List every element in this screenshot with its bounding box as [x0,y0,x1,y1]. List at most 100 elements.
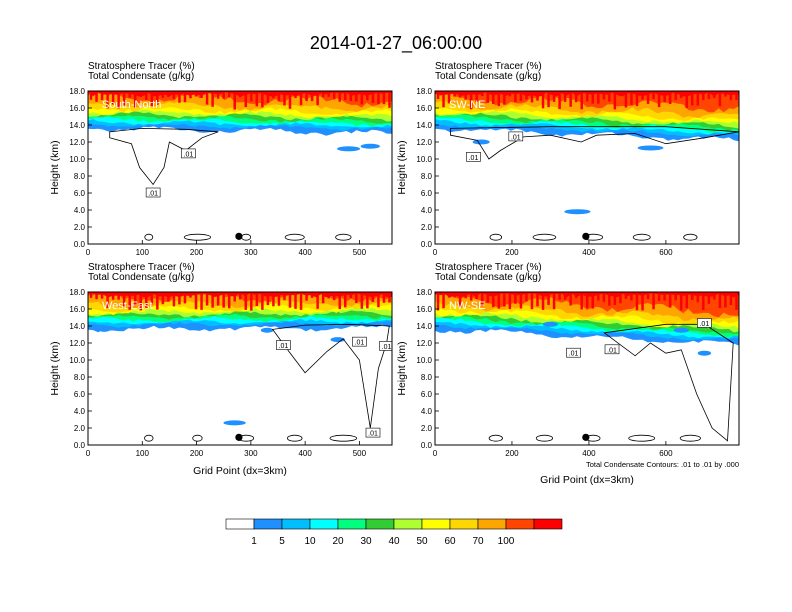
tracer-spike [458,292,462,309]
tracer-spike [332,91,336,100]
location-marker [235,433,243,441]
tracer-spike [508,91,512,97]
tracer-patch [542,321,559,327]
colorbar-swatch [449,518,479,530]
x-tick-label: 100 [136,449,150,458]
tracer-spike [458,91,462,98]
surface-contour [488,434,503,442]
tracer-spike [530,292,534,310]
tracer-spike [106,292,109,309]
tracer-spike [464,292,467,299]
tracer-spike [574,292,578,299]
tracer-spike [89,292,93,298]
tracer-spike [189,292,192,298]
tracer-spike [613,91,617,110]
condensate-contour [450,126,739,160]
tracer-spike [294,91,297,98]
tracer-spike [178,292,181,305]
tracer-spike [194,91,198,97]
panel-nw-se: Stratosphere Tracer (%)Total Condensate … [396,262,740,486]
tracer-spike [216,292,220,306]
tracer-spike [321,91,325,98]
y-tick-label: 2.0 [74,424,86,433]
panel-header-line: Total Condensate (g/kg) [88,272,194,283]
tracer-spike [145,292,148,309]
tracer-spike [100,292,104,299]
tracer-spike [541,91,545,109]
y-tick-label: 2.0 [74,223,86,232]
y-tick-label: 12.0 [416,138,432,147]
tracer-spike [239,292,242,300]
tracer-spike [100,91,104,101]
y-tick-label: 10.0 [416,155,432,164]
tracer-spike [613,292,617,305]
tracer-patch [260,327,274,333]
x-tick-label: 400 [298,449,312,458]
field-layer: .01 .01 .01 .01 [88,292,392,442]
panel-header-line: Total Condensate (g/kg) [88,71,194,82]
y-tick-label: 10.0 [69,356,85,365]
tracer-spike [95,91,98,102]
tracer-spike [277,292,281,306]
tracer-spike [377,292,380,308]
x-tick-label: 500 [353,449,367,458]
y-tick-label: 4.0 [74,407,86,416]
tracer-spike [674,91,677,101]
x-tick-label: 600 [659,248,673,257]
contour-label-box [466,152,481,162]
surface-contour [192,434,203,442]
y-tick-label: 8.0 [74,373,86,382]
tracer-spike [128,292,131,310]
colorbar-swatch [253,518,283,530]
y-tick-label: 16.0 [69,305,85,314]
tracer-spike [172,292,176,307]
tracer-spike [635,91,639,107]
tracer-spike [183,91,187,103]
tracer-spike [713,292,716,300]
tracer-spike [453,292,456,298]
tracer-spike [377,91,380,105]
tracer-spike [167,91,170,97]
x-tick-label: 200 [505,248,519,257]
tracer-spike [288,91,292,109]
tracer-spike [447,91,451,104]
surface-contour [329,434,358,442]
contour-label-box [508,131,524,142]
tracer-spike [691,91,694,106]
tracer-spike [436,292,440,311]
tracer-spike [464,91,467,100]
tracer-spike [729,292,733,306]
y-axis-label: Height (km) [49,341,61,395]
tracer-spike [492,91,495,104]
colorbar-label: 50 [416,536,428,547]
tracer-spike [574,91,578,103]
x-tick-label: 200 [190,449,204,458]
tracer-spike [145,91,148,100]
tracer-spike [641,292,644,311]
tracer-spike [172,91,176,99]
plot-frame [434,291,740,446]
x-tick-label: 0 [86,248,91,257]
tracer-spike [222,91,225,99]
contour-label: .01 [368,431,378,438]
tracer-patch [360,143,380,149]
location-marker [235,232,243,240]
surface-contour [535,434,554,442]
tracer-spike [580,292,583,310]
tracer-spike [519,91,523,101]
tracer-spike [652,292,655,310]
tracer-spike [735,292,738,310]
panel-title: West-East [102,300,153,312]
tracer-spike [338,292,341,310]
surface-contour [532,233,557,241]
surface-contour [241,233,252,241]
tracer-spike [718,292,722,309]
tracer-spike [580,91,583,110]
tracer-spike [272,91,275,99]
colorbar-label: 20 [332,536,344,547]
tracer-spike [344,91,347,101]
colorbar-label: 70 [472,536,484,547]
y-tick-label: 12.0 [69,339,85,348]
y-tick-label: 6.0 [421,189,433,198]
contour-label-box [566,347,581,358]
